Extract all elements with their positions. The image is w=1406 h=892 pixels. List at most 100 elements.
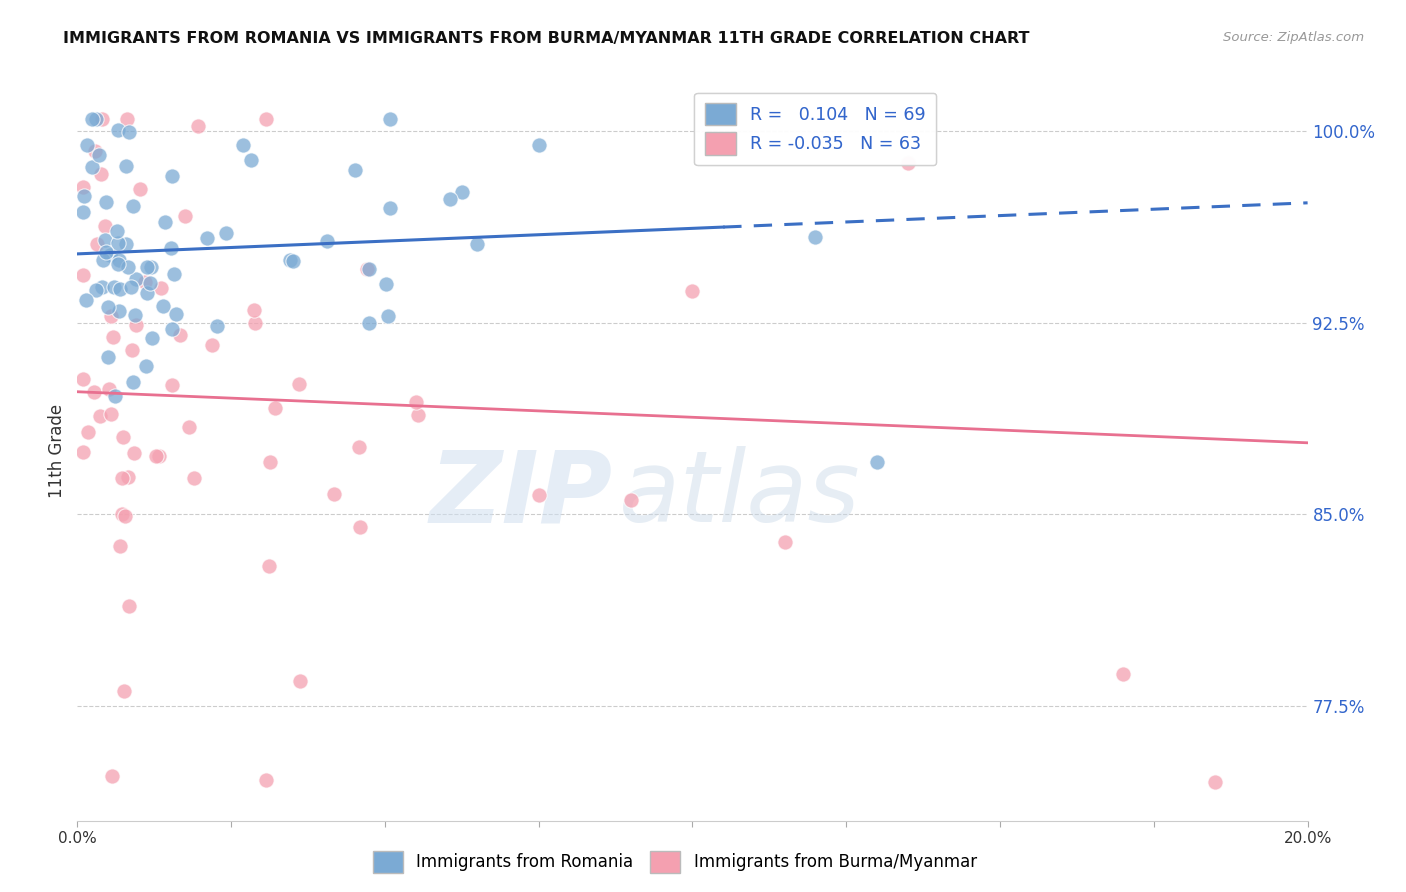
Point bbox=[287, 376, 309, 391]
Point bbox=[86, 283, 108, 297]
Point bbox=[232, 138, 254, 153]
Point bbox=[195, 231, 218, 245]
Point bbox=[215, 226, 238, 240]
Point bbox=[136, 260, 159, 274]
Point bbox=[107, 257, 129, 271]
Point bbox=[278, 252, 301, 267]
Point bbox=[86, 112, 108, 126]
Point bbox=[163, 267, 186, 281]
Point bbox=[77, 425, 100, 439]
Point bbox=[349, 520, 371, 534]
Point bbox=[243, 302, 266, 317]
Point bbox=[374, 277, 396, 291]
Point bbox=[174, 209, 197, 223]
Point bbox=[155, 214, 177, 228]
Point bbox=[122, 376, 145, 390]
Point bbox=[72, 268, 94, 282]
Point bbox=[465, 236, 488, 251]
Point bbox=[344, 163, 367, 178]
Point bbox=[100, 309, 122, 323]
Point bbox=[357, 317, 380, 331]
Point bbox=[115, 112, 138, 126]
Point bbox=[323, 486, 346, 500]
Point bbox=[773, 534, 796, 549]
Point bbox=[87, 148, 110, 162]
Point bbox=[165, 307, 187, 321]
Point bbox=[100, 769, 122, 783]
Point bbox=[107, 123, 129, 137]
Point bbox=[897, 155, 920, 169]
Point bbox=[804, 229, 827, 244]
Point bbox=[205, 318, 228, 333]
Point bbox=[527, 488, 550, 502]
Point bbox=[134, 275, 156, 289]
Point bbox=[94, 194, 117, 209]
Point bbox=[125, 318, 148, 333]
Point bbox=[108, 304, 131, 318]
Point bbox=[98, 382, 121, 396]
Point bbox=[183, 471, 205, 485]
Text: Source: ZipAtlas.com: Source: ZipAtlas.com bbox=[1223, 31, 1364, 45]
Point bbox=[240, 153, 263, 167]
Point bbox=[125, 272, 148, 286]
Point bbox=[124, 445, 146, 459]
Point bbox=[256, 773, 278, 788]
Point bbox=[97, 351, 120, 365]
Point bbox=[377, 309, 399, 323]
Point bbox=[141, 331, 163, 345]
Point bbox=[527, 138, 550, 153]
Point bbox=[72, 180, 94, 194]
Point bbox=[150, 281, 173, 295]
Point bbox=[94, 219, 117, 233]
Point bbox=[111, 508, 134, 522]
Point bbox=[118, 125, 141, 139]
Point bbox=[288, 673, 311, 688]
Point bbox=[148, 449, 170, 463]
Point bbox=[91, 280, 114, 294]
Point bbox=[72, 445, 94, 459]
Point bbox=[118, 599, 141, 613]
Point bbox=[1112, 666, 1135, 681]
Point bbox=[76, 138, 98, 153]
Point bbox=[86, 236, 108, 251]
Point bbox=[82, 160, 104, 174]
Point bbox=[117, 260, 139, 275]
Point bbox=[162, 321, 184, 335]
Point bbox=[254, 112, 277, 126]
Point bbox=[129, 181, 152, 195]
Point bbox=[120, 279, 142, 293]
Point bbox=[111, 471, 134, 485]
Point bbox=[359, 261, 381, 276]
Point bbox=[866, 455, 889, 469]
Y-axis label: 11th Grade: 11th Grade bbox=[48, 403, 66, 498]
Text: ZIP: ZIP bbox=[429, 446, 613, 543]
Point bbox=[122, 199, 145, 213]
Point bbox=[91, 112, 114, 126]
Point bbox=[104, 389, 127, 403]
Legend: R =   0.104   N = 69, R = -0.035   N = 63: R = 0.104 N = 69, R = -0.035 N = 63 bbox=[695, 93, 936, 165]
Point bbox=[72, 372, 94, 386]
Point bbox=[257, 559, 280, 574]
Point bbox=[108, 539, 131, 553]
Point bbox=[117, 470, 139, 484]
Point bbox=[160, 242, 183, 256]
Point bbox=[108, 282, 131, 296]
Point bbox=[89, 409, 111, 423]
Point bbox=[356, 262, 378, 277]
Point bbox=[451, 185, 474, 199]
Point bbox=[139, 260, 162, 274]
Point bbox=[620, 493, 643, 508]
Point bbox=[160, 169, 183, 183]
Point bbox=[380, 112, 402, 126]
Point bbox=[80, 112, 103, 126]
Point bbox=[103, 279, 125, 293]
Point bbox=[72, 204, 94, 219]
Point bbox=[112, 683, 135, 698]
Point bbox=[135, 359, 157, 373]
Legend: Immigrants from Romania, Immigrants from Burma/Myanmar: Immigrants from Romania, Immigrants from… bbox=[367, 845, 983, 880]
Point bbox=[107, 236, 129, 251]
Point bbox=[439, 193, 461, 207]
Point bbox=[406, 409, 429, 423]
Point bbox=[94, 244, 117, 259]
Point bbox=[682, 284, 704, 298]
